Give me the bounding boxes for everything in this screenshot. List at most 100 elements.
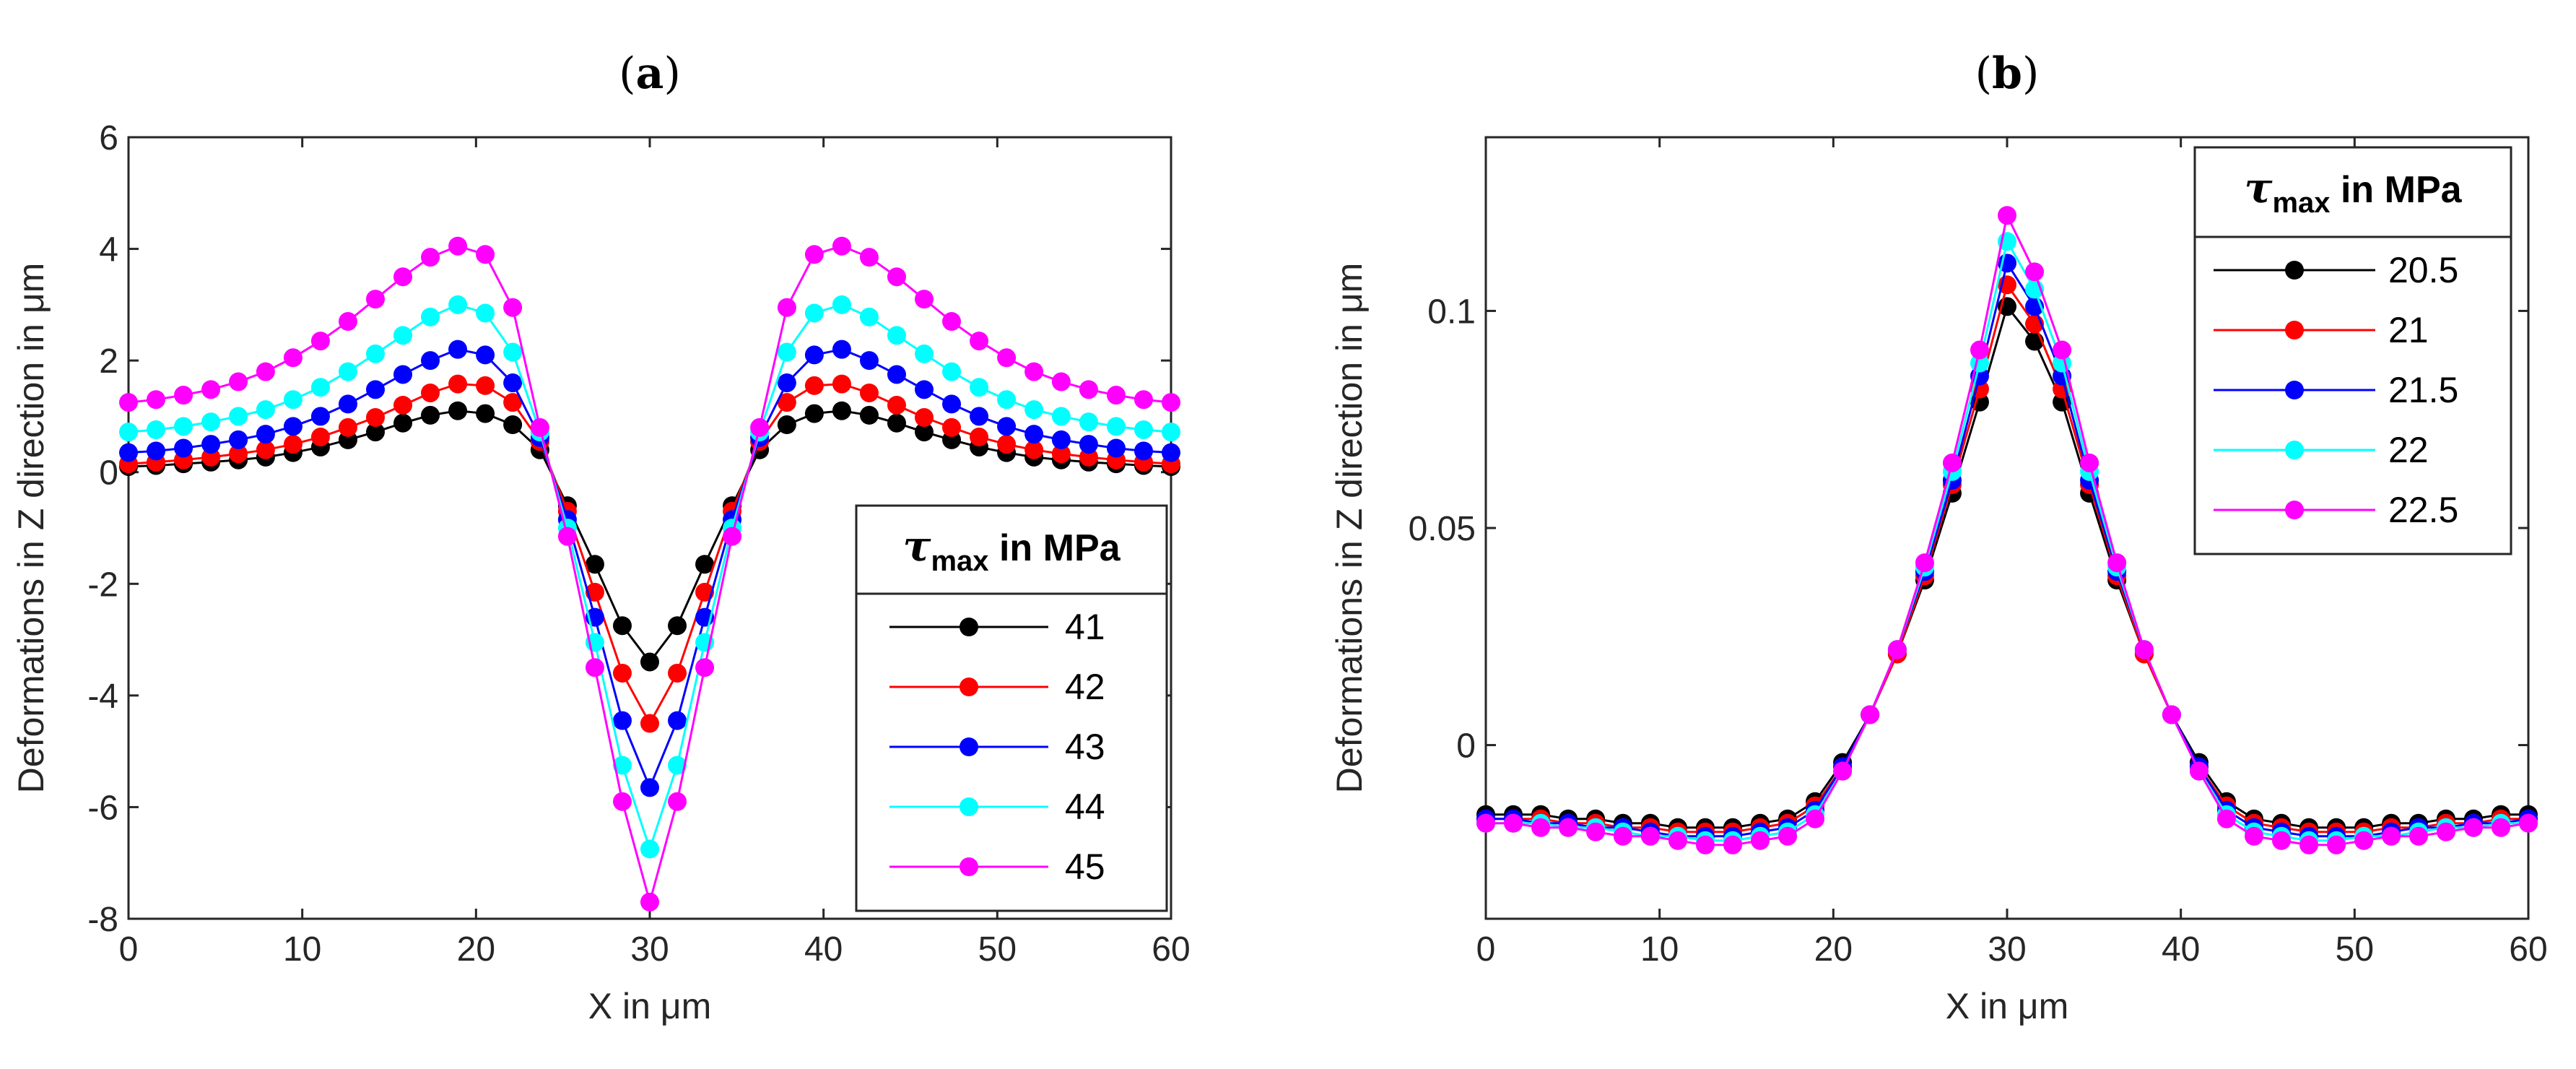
panel-a-data-point (393, 413, 413, 433)
panel-b-data-point (1613, 826, 1632, 846)
panel-a-data-point (256, 440, 275, 459)
panel-a-xtick-label: 50 (978, 930, 1017, 969)
panel-a-data-point (421, 248, 440, 267)
panel-b-data-point (2382, 826, 2401, 846)
panel-a-data-point (1162, 393, 1180, 412)
panel-a-data-point (970, 378, 989, 397)
panel-b-xtick-label: 0 (1476, 930, 1496, 969)
panel-a-data-point (997, 417, 1017, 436)
panel-a-data-point (915, 290, 934, 309)
panel-b-data-point (1806, 809, 1825, 828)
panel-a-data-point (668, 711, 687, 730)
panel-a-data-point (503, 342, 523, 362)
panel-a-legend-entry-43: 43 (889, 727, 1105, 767)
panel-a-data-point (1106, 386, 1126, 405)
panel-b-data-point (1668, 831, 1687, 850)
panel-a-data-point (970, 428, 989, 447)
panel-b-legend: τmax in MPa 20.5 21 21.5 22 22.5 (2193, 146, 2512, 555)
panel-a-data-point (777, 342, 796, 362)
panel-a-legend-label: 42 (1065, 667, 1105, 707)
panel-b-ylabel: Deformations in Z direction in μm (1329, 263, 1370, 794)
panel-a-data-point (503, 393, 523, 412)
panel-b-data-point (1833, 761, 1853, 781)
panel-a-legend-swatch-marker (960, 678, 978, 696)
panel-a-data-point (915, 407, 934, 427)
panel-a-data-point (338, 417, 357, 437)
panel-a-data-point (147, 390, 166, 410)
panel-b-legend-entry-21: 21 (2214, 310, 2429, 350)
panel-a-data-point (448, 401, 468, 420)
panel-b-xtick-label: 50 (2336, 930, 2374, 969)
panel-a-data-point (804, 345, 824, 365)
panel-b-legend-label: 21.5 (2388, 370, 2458, 410)
panel-b-legend-swatch-marker (2285, 321, 2304, 339)
panel-a-data-point (612, 756, 632, 775)
panel-a-data-point (887, 326, 906, 345)
panel-b-data-point (2162, 705, 2181, 724)
panel-a-data-point (915, 344, 934, 363)
panel-a-data-point (859, 307, 879, 326)
panel-a-data-point (1106, 438, 1126, 458)
panel-a-xtick-label: 60 (1152, 930, 1190, 969)
panel-a-ytick-label: 0 (99, 454, 118, 493)
panel-b-legend-swatch-marker (2285, 501, 2304, 519)
panel-a-xtick-label: 0 (119, 930, 139, 969)
panel-a-data-point (640, 652, 659, 672)
panel-a-data-point (393, 365, 413, 384)
panel-a-data-point (365, 407, 385, 427)
panel-a-data-point (256, 400, 275, 420)
panel-a-data-point (201, 447, 221, 467)
panel-a-data-point (970, 332, 989, 351)
panel-a-data-point (201, 380, 221, 399)
panel-b-data-point (1723, 835, 1742, 854)
panel-b-data-point (1476, 813, 1495, 833)
panel-a-ytick-label: -6 (87, 789, 118, 827)
panel-a-data-point (997, 435, 1017, 454)
panel-a-data-point (859, 383, 879, 402)
panel-b-data-point (1695, 835, 1715, 854)
panel-a-data-point (750, 417, 770, 437)
panel-a-data-point (147, 420, 166, 439)
panel-a-data-point (201, 412, 221, 432)
panel-a-data-point (612, 663, 632, 683)
panel-a-data-point (338, 312, 357, 332)
panel-b-data-point (2189, 761, 2209, 781)
panel-a-data-point (804, 303, 824, 323)
panel-b-data-point (2436, 822, 2455, 841)
panel-a-data-point (887, 413, 906, 433)
panel-a-data-point (229, 430, 248, 449)
panel-a-data-point (612, 616, 632, 636)
panel-a-data-point (915, 380, 934, 399)
panel-a-data-point (1051, 407, 1071, 426)
panel-a-legend-title: τmax in MPa (902, 521, 1121, 577)
panel-a-data-point (1079, 412, 1098, 432)
panel-a-legend-label: 41 (1065, 607, 1105, 647)
panel-a-data-point (970, 407, 989, 426)
panel-b-legend-swatch-marker (2285, 381, 2304, 399)
panel-b-legend-entry-21.5: 21.5 (2214, 370, 2458, 410)
panel-a-data-point (476, 376, 495, 395)
panel-a-title: (a) (619, 48, 681, 99)
panel-a-data-point (1079, 380, 1098, 399)
panel-a-data-point (283, 390, 303, 410)
panel-a-data-point (942, 362, 962, 381)
panel-a-data-point (859, 405, 879, 425)
panel-a-data-point (365, 344, 385, 363)
panel-a-data-point (283, 348, 303, 368)
panel-b-ytick-label: 0.05 (1409, 510, 1476, 548)
panel-a-data-point (476, 345, 495, 365)
panel-a-data-point (530, 417, 549, 437)
panel-a-data-point (503, 415, 523, 435)
panel-b-data-point (1504, 813, 1523, 833)
panel-a-data-point (421, 351, 440, 371)
panel-a-data-point (256, 425, 275, 444)
panel-a-data-point (777, 415, 796, 435)
panel-a-ytick-label: -8 (87, 901, 118, 939)
panel-a-data-point (723, 527, 742, 546)
panel-b-data-point (2327, 835, 2346, 854)
panel-b-ytick-label: 0 (1456, 727, 1476, 766)
panel-a-data-point (476, 303, 495, 323)
panel-a-xtick-label: 30 (630, 930, 669, 969)
panel-a-legend-swatch-marker (960, 737, 978, 756)
